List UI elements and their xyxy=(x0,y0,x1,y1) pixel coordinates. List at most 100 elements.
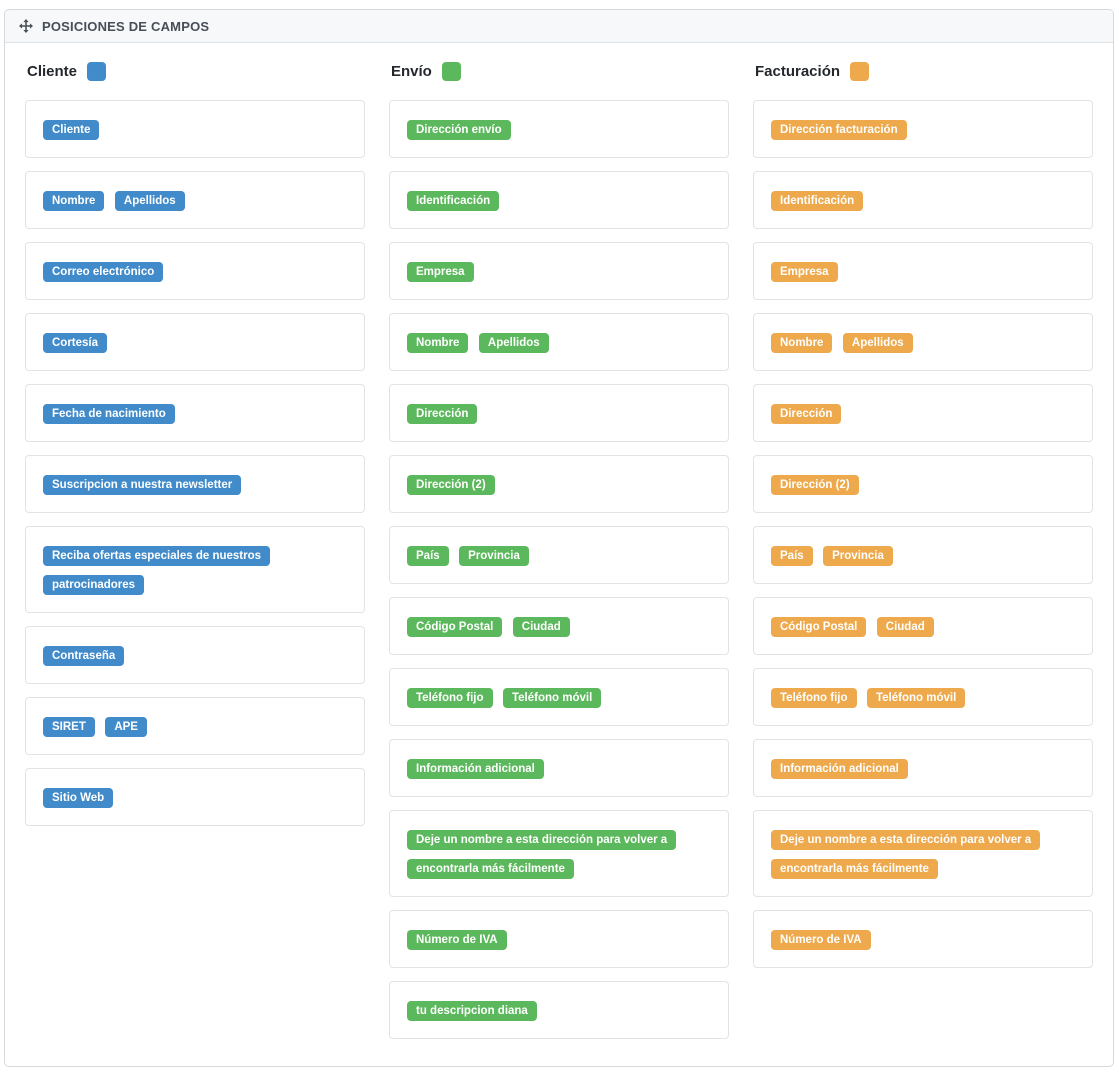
color-swatch xyxy=(850,62,870,81)
field-row-dropzone[interactable]: Deje un nombre a esta dirección para vol… xyxy=(753,810,1093,897)
field-badge[interactable]: Empresa xyxy=(771,262,838,282)
column-header: Envío xyxy=(391,62,729,81)
field-row-dropzone[interactable]: País Provincia xyxy=(753,526,1093,584)
field-badge[interactable]: Número de IVA xyxy=(407,930,507,950)
field-badge[interactable]: Provincia xyxy=(459,546,529,566)
field-row-dropzone[interactable]: Correo electrónico xyxy=(25,242,365,300)
column-rows: Dirección envío Identificación Empresa N… xyxy=(389,100,729,1039)
field-badge[interactable]: Empresa xyxy=(407,262,474,282)
field-row-dropzone[interactable]: Fecha de nacimiento xyxy=(25,384,365,442)
field-badge[interactable]: Apellidos xyxy=(114,191,185,211)
field-row-dropzone[interactable]: Dirección (2) xyxy=(389,455,729,513)
field-badge[interactable]: Información adicional xyxy=(771,759,908,779)
field-row-dropzone[interactable]: SIRET APE xyxy=(25,697,365,755)
field-row-dropzone[interactable]: Código Postal Ciudad xyxy=(753,597,1093,655)
field-badge[interactable]: Fecha de nacimiento xyxy=(43,404,175,424)
column-title: Facturación xyxy=(755,63,841,80)
field-row-dropzone[interactable]: País Provincia xyxy=(389,526,729,584)
field-row-dropzone[interactable]: Dirección (2) xyxy=(753,455,1093,513)
field-row-dropzone[interactable]: Reciba ofertas especiales de nuestros pa… xyxy=(25,526,365,613)
field-badge[interactable]: Reciba ofertas especiales de nuestros pa… xyxy=(43,546,271,595)
column-rows: Dirección facturación Identificación Emp… xyxy=(753,100,1093,968)
field-row-dropzone[interactable]: Número de IVA xyxy=(753,910,1093,968)
field-row-dropzone[interactable]: Nombre Apellidos xyxy=(25,171,365,229)
field-badge[interactable]: Sitio Web xyxy=(43,788,114,808)
field-row-dropzone[interactable]: Información adicional xyxy=(753,739,1093,797)
field-badge[interactable]: Teléfono fijo xyxy=(407,688,493,708)
field-badge[interactable]: Nombre xyxy=(43,191,105,211)
field-badge[interactable]: Nombre xyxy=(407,333,469,353)
field-row-dropzone[interactable]: Cliente xyxy=(25,100,365,158)
field-badge[interactable]: Cliente xyxy=(43,120,100,140)
field-badge[interactable]: Apellidos xyxy=(478,333,549,353)
field-badge[interactable]: Cortesía xyxy=(43,333,108,353)
field-row-dropzone[interactable]: tu descripcion diana xyxy=(389,981,729,1039)
column-title: Cliente xyxy=(27,63,78,80)
field-row-dropzone[interactable]: Teléfono fijo Teléfono móvil xyxy=(753,668,1093,726)
field-row-dropzone[interactable]: Identificación xyxy=(753,171,1093,229)
field-row-dropzone[interactable]: Dirección facturación xyxy=(753,100,1093,158)
field-row-dropzone[interactable]: Dirección xyxy=(753,384,1093,442)
field-row-dropzone[interactable]: Deje un nombre a esta dirección para vol… xyxy=(389,810,729,897)
field-badge[interactable]: Ciudad xyxy=(512,617,570,637)
field-column-Facturación: Facturación Dirección facturación Identi… xyxy=(753,57,1093,1039)
panel-title: POSICIONES DE CAMPOS xyxy=(42,18,210,34)
field-row-dropzone[interactable]: Nombre Apellidos xyxy=(389,313,729,371)
field-row-dropzone[interactable]: Cortesía xyxy=(25,313,365,371)
color-swatch xyxy=(87,62,107,81)
field-badge[interactable]: APE xyxy=(105,717,147,737)
field-badge[interactable]: Dirección facturación xyxy=(771,120,907,140)
field-badge[interactable]: Código Postal xyxy=(407,617,503,637)
field-row-dropzone[interactable]: Suscripcion a nuestra newsletter xyxy=(25,455,365,513)
field-badge[interactable]: Dirección (2) xyxy=(771,475,859,495)
field-badge[interactable]: Teléfono fijo xyxy=(771,688,857,708)
field-badge[interactable]: Provincia xyxy=(823,546,893,566)
field-row-dropzone[interactable]: Sitio Web xyxy=(25,768,365,826)
field-columns: Cliente Cliente Nombre Apellidos Correo … xyxy=(25,57,1093,1039)
field-row-dropzone[interactable]: Empresa xyxy=(389,242,729,300)
field-badge[interactable]: tu descripcion diana xyxy=(407,1001,537,1021)
field-badge[interactable]: Información adicional xyxy=(407,759,544,779)
field-badge[interactable]: Teléfono móvil xyxy=(502,688,602,708)
field-badge[interactable]: Apellidos xyxy=(842,333,913,353)
column-header: Cliente xyxy=(27,62,365,81)
panel-content: Cliente Cliente Nombre Apellidos Correo … xyxy=(5,43,1113,1066)
field-badge[interactable]: Número de IVA xyxy=(771,930,871,950)
field-badge[interactable]: Teléfono móvil xyxy=(866,688,966,708)
field-row-dropzone[interactable]: Número de IVA xyxy=(389,910,729,968)
field-badge[interactable]: Dirección (2) xyxy=(407,475,495,495)
field-column-Cliente: Cliente Cliente Nombre Apellidos Correo … xyxy=(25,57,365,1039)
field-badge[interactable]: Dirección xyxy=(771,404,842,424)
field-row-dropzone[interactable]: Dirección envío xyxy=(389,100,729,158)
field-row-dropzone[interactable]: Contraseña xyxy=(25,626,365,684)
field-row-dropzone[interactable]: Identificación xyxy=(389,171,729,229)
field-badge[interactable]: Dirección xyxy=(407,404,478,424)
field-row-dropzone[interactable]: Nombre Apellidos xyxy=(753,313,1093,371)
field-badge[interactable]: País xyxy=(771,546,813,566)
column-header: Facturación xyxy=(755,62,1093,81)
field-badge[interactable]: SIRET xyxy=(43,717,95,737)
field-badge[interactable]: Suscripcion a nuestra newsletter xyxy=(43,475,242,495)
field-badge[interactable]: Identificación xyxy=(771,191,864,211)
field-row-dropzone[interactable]: Dirección xyxy=(389,384,729,442)
field-column-Envío: Envío Dirección envío Identificación Emp… xyxy=(389,57,729,1039)
field-badge[interactable]: País xyxy=(407,546,449,566)
field-badge[interactable]: Contraseña xyxy=(43,646,125,666)
field-row-dropzone[interactable]: Empresa xyxy=(753,242,1093,300)
field-badge[interactable]: Dirección envío xyxy=(407,120,511,140)
field-positions-panel: POSICIONES DE CAMPOS Cliente Cliente Nom… xyxy=(4,9,1114,1067)
field-row-dropzone[interactable]: Información adicional xyxy=(389,739,729,797)
field-badge[interactable]: Correo electrónico xyxy=(43,262,164,282)
field-badge[interactable]: Deje un nombre a esta dirección para vol… xyxy=(771,830,1041,879)
field-badge[interactable]: Deje un nombre a esta dirección para vol… xyxy=(407,830,677,879)
field-badge[interactable]: Ciudad xyxy=(876,617,934,637)
field-badge[interactable]: Código Postal xyxy=(771,617,867,637)
panel-header: POSICIONES DE CAMPOS xyxy=(5,10,1113,43)
move-icon[interactable] xyxy=(19,19,33,33)
field-badge[interactable]: Nombre xyxy=(771,333,833,353)
column-rows: Cliente Nombre Apellidos Correo electrón… xyxy=(25,100,365,826)
field-badge[interactable]: Identificación xyxy=(407,191,500,211)
field-row-dropzone[interactable]: Teléfono fijo Teléfono móvil xyxy=(389,668,729,726)
color-swatch xyxy=(441,62,461,81)
field-row-dropzone[interactable]: Código Postal Ciudad xyxy=(389,597,729,655)
